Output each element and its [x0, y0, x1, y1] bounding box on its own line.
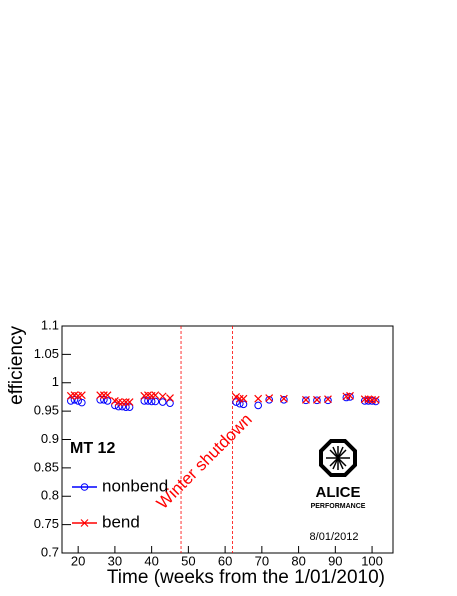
data-point	[158, 398, 167, 406]
data-point	[324, 396, 332, 405]
y-tick-label: 0.85	[34, 459, 59, 474]
data-point	[74, 397, 82, 405]
x-tick-label: 50	[181, 553, 195, 568]
data-point	[96, 391, 105, 400]
data-point	[236, 399, 244, 408]
y-tick-label: 0.95	[34, 403, 59, 418]
data-point	[114, 402, 123, 411]
data-point	[99, 391, 108, 400]
data-point	[265, 394, 274, 402]
legend-marker	[80, 483, 89, 491]
y-tick-label: 1.1	[41, 317, 59, 332]
y-tick-label: 0.8	[41, 488, 59, 503]
x-tick-label: 90	[328, 553, 342, 568]
data-point	[324, 395, 332, 404]
data-point	[313, 395, 321, 404]
data-point	[77, 391, 86, 400]
data-point	[302, 396, 310, 405]
data-point	[125, 403, 134, 411]
y-tick-label: 0.75	[34, 516, 59, 531]
data-point	[360, 395, 369, 404]
data-point	[151, 397, 160, 406]
data-point	[360, 397, 369, 405]
legend-marker	[80, 519, 89, 527]
data-point	[140, 397, 149, 405]
data-point	[371, 397, 380, 406]
data-point	[346, 391, 354, 400]
data-point	[342, 393, 351, 402]
alice-logo: ALICE PERFORMANCE	[311, 439, 366, 510]
data-point	[78, 398, 86, 407]
date-label: 8/01/2012	[310, 531, 359, 543]
data-point	[239, 400, 248, 409]
data-point	[103, 391, 112, 400]
x-tick-label: 40	[144, 553, 158, 568]
data-point	[368, 395, 376, 404]
data-point	[100, 395, 108, 404]
x-axis-label: Time (weeks from the 1/01/2010)	[107, 567, 385, 588]
data-point	[158, 392, 167, 401]
y-tick-label: 1.05	[34, 346, 59, 361]
data-point	[166, 399, 174, 407]
data-point	[144, 397, 152, 405]
data-point	[280, 395, 288, 404]
y-axis-label: efficiency	[6, 326, 27, 405]
y-tick-label: 1	[52, 374, 59, 389]
data-point	[96, 395, 105, 404]
data-point	[302, 395, 310, 404]
data-point	[254, 401, 262, 410]
annotation: Winter shutdown	[153, 410, 256, 513]
x-tick-label: 100	[361, 553, 383, 568]
data-point	[111, 401, 119, 410]
legend-label: bend	[102, 512, 140, 531]
y-tick-label: 0.7	[41, 544, 59, 559]
data-point	[103, 397, 112, 405]
data-point	[313, 396, 321, 405]
x-tick-label: 60	[218, 553, 232, 568]
data-point	[239, 394, 248, 403]
data-point	[166, 394, 174, 402]
x-tick-label: 70	[255, 553, 269, 568]
data-point	[265, 395, 273, 404]
logo-octagon	[319, 439, 357, 477]
x-tick-label: 20	[71, 553, 85, 568]
data-point	[371, 395, 380, 404]
logo-name: ALICE	[316, 484, 361, 501]
data-point	[235, 394, 244, 403]
data-point	[67, 397, 75, 405]
data-point	[125, 398, 134, 406]
chart-title: MT 12	[70, 440, 115, 457]
data-point	[254, 394, 263, 403]
data-point	[70, 395, 79, 404]
data-point	[279, 394, 288, 403]
data-point	[232, 398, 240, 406]
x-tick-label: 80	[291, 553, 305, 568]
data-point	[151, 391, 160, 400]
y-tick-label: 0.9	[41, 431, 59, 446]
data-point	[121, 398, 130, 406]
legend-label: nonbend	[102, 476, 168, 495]
data-point	[122, 403, 130, 411]
x-tick-label: 30	[108, 553, 122, 568]
logo-spokes	[326, 446, 350, 470]
logo-subtitle: PERFORMANCE	[311, 503, 366, 510]
